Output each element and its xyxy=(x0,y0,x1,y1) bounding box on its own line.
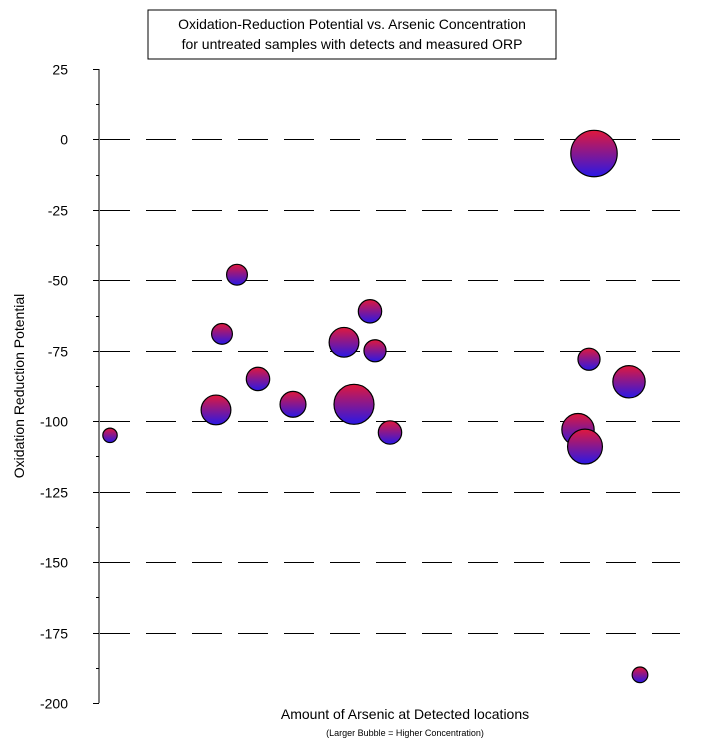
data-bubble xyxy=(357,299,383,324)
y-tick-label: -100 xyxy=(40,414,68,430)
bubbles xyxy=(102,129,649,684)
data-bubble xyxy=(333,383,375,425)
data-bubble xyxy=(279,390,307,418)
y-tick-label: -50 xyxy=(48,273,68,289)
data-bubble xyxy=(200,394,232,426)
data-bubble xyxy=(612,365,646,399)
y-tick-label: 0 xyxy=(60,132,68,148)
data-bubble xyxy=(377,420,403,445)
y-axis-label: Oxidation Reduction Potential xyxy=(11,294,27,478)
gridlines xyxy=(100,139,680,634)
y-tick-label: -125 xyxy=(40,485,68,501)
title-line-1: Oxidation-Reduction Potential vs. Arseni… xyxy=(178,16,526,32)
x-axis-note: (Larger Bubble = Higher Concentration) xyxy=(326,728,484,738)
y-tick-label: -200 xyxy=(40,696,68,712)
data-bubble xyxy=(102,427,118,444)
title-box xyxy=(147,9,557,60)
y-tick-label: -25 xyxy=(48,203,68,219)
data-bubble xyxy=(566,428,604,465)
data-bubble xyxy=(363,339,387,363)
y-tick-label: -175 xyxy=(40,626,68,642)
title-line-2: for untreated samples with detects and m… xyxy=(182,36,523,52)
y-tick-label: -75 xyxy=(48,344,68,360)
chart-title: Oxidation-Reduction Potential vs. Arseni… xyxy=(147,9,557,60)
y-axis-ticks: 25 0 -25 -50 -75 -100 -125 -150 -175 -200 xyxy=(40,62,99,712)
data-bubble xyxy=(631,666,649,684)
data-bubble xyxy=(577,347,601,371)
data-bubble xyxy=(245,366,271,392)
data-bubble xyxy=(226,263,249,286)
data-bubble xyxy=(328,326,360,358)
x-axis-label: Amount of Arsenic at Detected locations xyxy=(281,706,529,722)
y-tick-label: 25 xyxy=(52,62,68,78)
data-bubble xyxy=(211,322,234,345)
data-bubble xyxy=(570,129,618,178)
y-tick-label: -150 xyxy=(40,555,68,571)
